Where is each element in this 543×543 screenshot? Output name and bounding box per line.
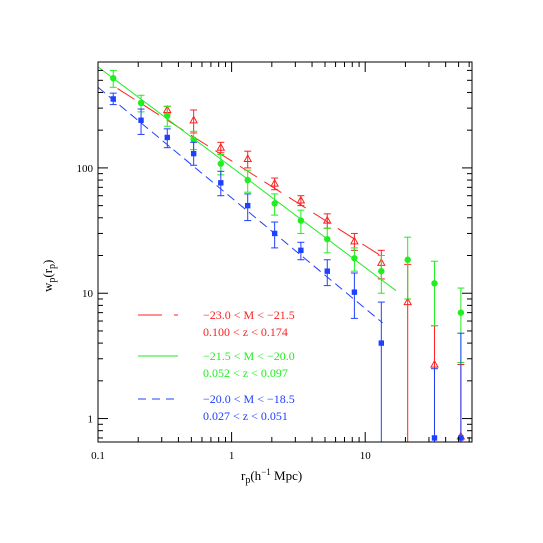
data-point bbox=[378, 267, 385, 275]
data-point bbox=[378, 340, 385, 346]
data-point bbox=[110, 74, 117, 82]
data-point bbox=[138, 117, 144, 123]
x-tick-label: 0.1 bbox=[91, 450, 105, 462]
legend-magnitude-red: −23.0 < M < −21.5 bbox=[203, 308, 295, 322]
y-axis-label: wp(rp) bbox=[40, 260, 58, 292]
x-axis-label: rp(h−1 Mpc) bbox=[241, 467, 302, 486]
legend-magnitude-blue: −20.0 < M < −18.5 bbox=[203, 392, 295, 406]
data-point bbox=[217, 160, 224, 167]
data-point bbox=[431, 435, 438, 441]
axis-ticks bbox=[97, 61, 472, 442]
data-point bbox=[458, 435, 464, 441]
data-point bbox=[164, 112, 171, 120]
data-point bbox=[270, 178, 279, 187]
data-point bbox=[403, 297, 413, 306]
fit-line-0 bbox=[117, 88, 383, 258]
series-group-1 bbox=[97, 66, 465, 364]
data-point bbox=[350, 236, 359, 245]
data-point bbox=[218, 180, 224, 186]
series-group-0 bbox=[117, 88, 466, 442]
data-point bbox=[296, 195, 306, 204]
data-point bbox=[244, 176, 251, 184]
legend-magnitude-green: −21.5 < M < −20.0 bbox=[203, 349, 295, 363]
x-tick-label: 10 bbox=[360, 450, 372, 462]
series-layer bbox=[97, 66, 466, 442]
y-tick-label: 1 bbox=[88, 414, 94, 426]
data-point bbox=[164, 134, 170, 141]
plot-frame bbox=[97, 61, 473, 443]
data-point bbox=[245, 202, 251, 209]
data-point bbox=[297, 217, 305, 224]
legend-redshift-green: 0.052 < z < 0.097 bbox=[203, 366, 288, 380]
data-point bbox=[137, 99, 145, 107]
data-point bbox=[216, 142, 226, 151]
data-point bbox=[110, 96, 116, 102]
data-point bbox=[324, 235, 331, 243]
legend-redshift-blue: 0.027 < z < 0.051 bbox=[203, 409, 288, 423]
data-point bbox=[189, 115, 199, 124]
data-point bbox=[298, 247, 304, 254]
legend-redshift-red: 0.100 < z < 0.174 bbox=[203, 325, 288, 339]
data-point bbox=[324, 268, 330, 274]
y-tick-label: 10 bbox=[82, 288, 94, 300]
data-point bbox=[430, 359, 439, 368]
data-point bbox=[404, 256, 411, 263]
data-point bbox=[243, 154, 253, 163]
data-point bbox=[322, 215, 332, 224]
x-tick-label: 1 bbox=[229, 450, 235, 462]
data-point bbox=[431, 280, 438, 287]
y-tick-label: 100 bbox=[77, 163, 94, 175]
legend: −23.0 < M < −21.5 0.100 < z < 0.174 −21.… bbox=[138, 308, 295, 423]
data-point bbox=[271, 230, 278, 237]
data-point bbox=[457, 309, 465, 316]
data-point bbox=[351, 289, 358, 295]
fit-line-2 bbox=[97, 86, 383, 324]
data-point bbox=[190, 150, 197, 157]
data-point bbox=[271, 200, 278, 207]
tick-labels: 0.1 1 10 1 10 100 bbox=[77, 163, 372, 462]
series-group-2 bbox=[97, 86, 465, 442]
data-point bbox=[351, 255, 358, 262]
data-point bbox=[190, 136, 197, 143]
